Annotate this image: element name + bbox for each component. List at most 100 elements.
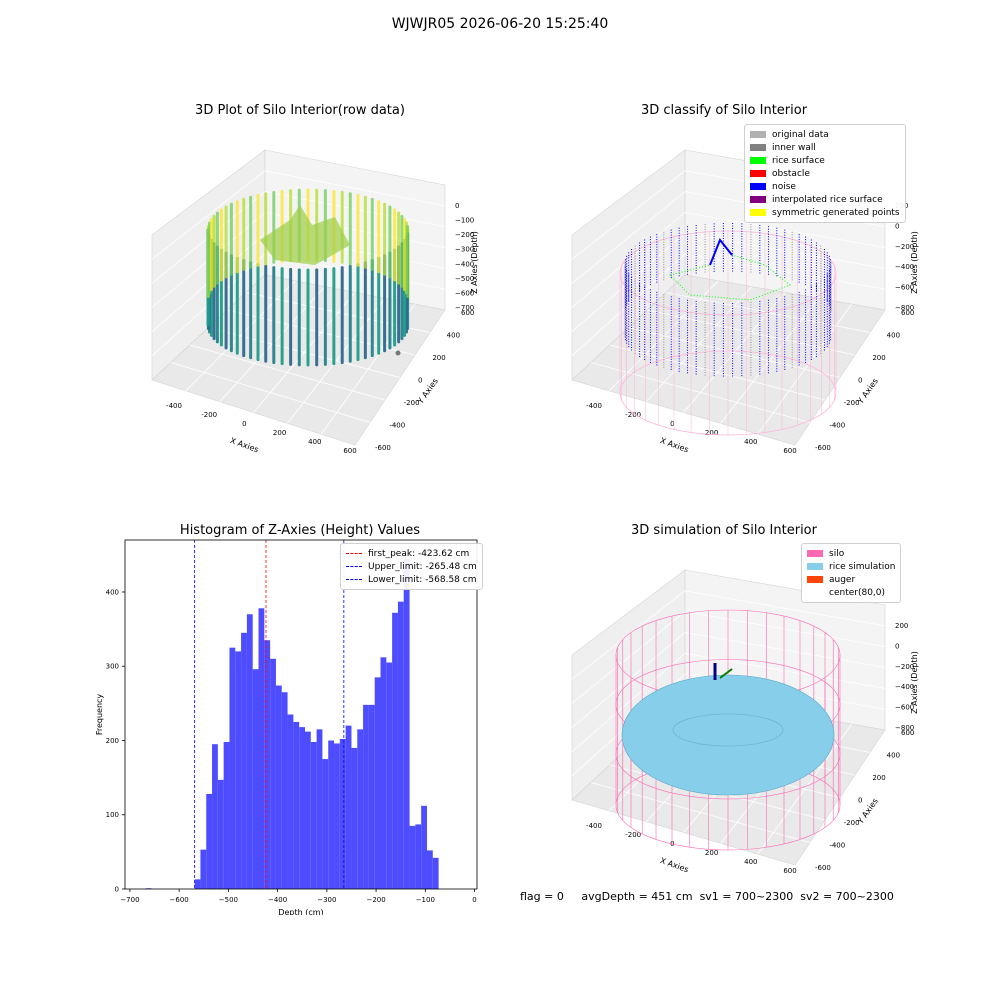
simulation-grid-line (684, 590, 886, 627)
raw-z-axis-label: Z Axies (Depth) (470, 231, 479, 294)
histogram-y-label: Frequency (95, 694, 104, 736)
raw-y-tick-label: 200 (432, 354, 445, 362)
histogram-bar (206, 793, 213, 889)
histogram-legend-swatch (346, 566, 362, 567)
histogram-bar (281, 692, 288, 889)
histogram-x-tick-label: −100 (416, 896, 435, 904)
histogram-x-tick-label: −400 (268, 896, 287, 904)
classify-legend-swatch (750, 144, 766, 151)
classify-legend-label: inner wall (772, 142, 816, 153)
simulation-x-axis-label: X Axies (659, 856, 690, 875)
histogram-bar (200, 849, 207, 889)
simulation-grid-line (757, 723, 852, 855)
histogram-y-tick-label: 300 (106, 663, 119, 671)
histogram-bar (229, 647, 236, 889)
simulation-x-tick-label: 400 (744, 858, 757, 866)
classify-x-tick-label: 600 (783, 447, 796, 455)
simulation-3d-plot: -400 -200 0 200 400 600 600 400 200 0 -200 -400 -600… (571, 569, 919, 875)
histogram-y-tick-label: 100 (106, 811, 119, 819)
histogram-bar (252, 669, 259, 889)
classify-x-tick-label: -400 (586, 402, 602, 410)
raw-grid-line (264, 170, 446, 207)
histogram-x-tick-label: −600 (170, 896, 189, 904)
histogram-legend-swatch (346, 553, 362, 554)
classify-x-tick-label: -200 (625, 411, 641, 419)
classify-peak-noise (709, 238, 733, 266)
raw-y-tick-label: 0 (418, 377, 422, 385)
histogram-x-tick-label: −300 (317, 896, 336, 904)
simulation-rice-surface (621, 674, 835, 796)
histogram-bar (212, 744, 218, 889)
classify-legend-swatch (750, 157, 766, 164)
raw-y-tick-label: 400 (447, 332, 460, 340)
raw-z-tick-label: −300 (455, 246, 474, 254)
simulation-z-tick-label: 0 (895, 642, 899, 650)
histogram-bar (264, 640, 271, 889)
histogram-bar (368, 704, 375, 889)
classify-legend-swatch (750, 170, 766, 177)
simulation-grid-line (571, 632, 686, 728)
raw-z-tick-label: −400 (455, 260, 474, 268)
simulation-z-tick-label: 200 (895, 622, 908, 630)
histogram-bar (432, 857, 439, 889)
classify-legend-label: interpolated rice surface (772, 194, 883, 205)
histogram-bar (246, 614, 253, 889)
histogram-bar (322, 759, 329, 889)
simulation-rice-contour (672, 713, 784, 747)
raw-x-tick-label: 600 (343, 447, 356, 455)
classify-z-tick-label: −600 (895, 284, 914, 292)
simulation-grid-line (571, 590, 686, 680)
raw-z-tick-label: −500 (455, 275, 474, 283)
classify-legend-label: original data (772, 129, 829, 140)
histogram-x-tick-label: 0 (472, 896, 476, 904)
raw-y-tick-label: 600 (461, 309, 474, 317)
histogram-chart: −700 −600 −500 −400 −300 −200 −100 0 0 100 200 300 4… (95, 539, 478, 915)
histogram-x-label: Depth (cm) (278, 908, 323, 915)
raw-z-tick-label: −600 (455, 289, 474, 297)
histogram-title: Histogram of Z-Axies (Height) Values (179, 523, 421, 538)
classify-legend-label: symmetric generated points (772, 207, 900, 218)
simulation-y-tick-label: -400 (829, 842, 845, 850)
simulation-legend-label: center(80,0) (829, 587, 886, 598)
histogram-bar (217, 779, 224, 889)
histogram-bar (241, 632, 247, 889)
histogram-bar (293, 721, 300, 889)
classify-grid-line (571, 253, 686, 357)
simulation-z-tick-label: −800 (895, 724, 914, 732)
classify-legend-label: obstacle (772, 168, 810, 179)
flag-value: flag = 0 (520, 890, 564, 903)
histogram-bar (258, 608, 265, 889)
histogram-bar (316, 729, 323, 889)
histogram-legend-entry: Lower_limit: -568.58 cm (346, 573, 477, 586)
histogram-bar (397, 601, 404, 889)
histogram-legend-label: first_peak: -423.62 cm (368, 548, 470, 559)
simulation-x-tick-label: -400 (586, 822, 602, 830)
simulation-model (615, 609, 841, 851)
classify-y-tick-label: 0 (858, 377, 862, 385)
classify-grid-line (684, 232, 886, 269)
simulation-y-tick-label: -600 (815, 864, 831, 872)
classify-legend-entry: interpolated rice surface (750, 193, 900, 206)
histogram-bar (380, 657, 387, 889)
simulation-y-tick-label: 0 (858, 797, 862, 805)
classify-z-axis-label: Z Axies (Depth) (910, 231, 919, 294)
classify-legend: original data inner wall rice surface obsta… (744, 124, 906, 223)
simulation-legend-swatch (807, 550, 823, 557)
simulation-legend-entry: rice simulation (807, 560, 895, 573)
simulation-z-axis-label: Z Axies (Depth) (910, 651, 919, 714)
sv2-value: sv2 = 700~2300 (800, 890, 894, 903)
classify-x-tick-label: 400 (744, 438, 757, 446)
raw-z-tick-label: −200 (455, 231, 474, 239)
histogram-y-tick-label: 0 (115, 886, 119, 894)
simulation-grid-line (684, 652, 886, 689)
histogram-bar (351, 747, 358, 889)
histogram-bar (223, 741, 230, 889)
raw-x-tick-label: 400 (308, 438, 321, 446)
simulation-x-tick-label: 200 (705, 849, 718, 857)
classify-y-tick-label: -200 (844, 399, 860, 407)
classify-x-tick-label: 200 (705, 429, 718, 437)
classify-y-tick-label: 600 (901, 309, 914, 317)
histogram-bar (339, 739, 346, 889)
histogram-legend-swatch (346, 579, 362, 580)
classify-legend-entry: noise (750, 180, 900, 193)
